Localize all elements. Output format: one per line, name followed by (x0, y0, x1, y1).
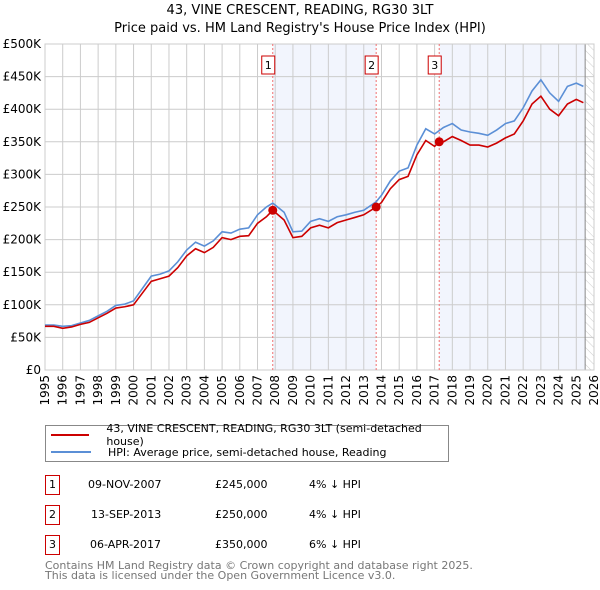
legend-label-property: 43, VINE CRESCENT, READING, RG30 3LT (se… (106, 422, 422, 448)
sale-label-box (364, 55, 379, 75)
x-tick-label: 2026 (587, 375, 600, 406)
transaction-number: 1 (45, 475, 60, 495)
y-tick-label: £400K (3, 102, 43, 116)
x-tick-label: 2016 (410, 375, 424, 406)
x-tick-label: 2012 (339, 375, 353, 406)
x-tick-label: 2005 (215, 375, 229, 406)
y-tick-label: £0 (26, 363, 41, 377)
x-tick-label: 1997 (73, 375, 87, 406)
x-tick-label: 2015 (392, 375, 406, 406)
transaction-hpi-delta: 4% ↓ HPI (309, 478, 361, 491)
transaction-date: 06-APR-2017 (90, 538, 162, 551)
sale-label-box (427, 55, 442, 75)
x-tick-label: 2021 (498, 375, 512, 406)
x-tick-label: 2001 (144, 375, 158, 406)
y-tick-label: £150K (3, 265, 43, 279)
chart-subtitle: Price paid vs. HM Land Registry's House … (114, 21, 486, 36)
x-tick-label: 2023 (534, 375, 548, 406)
y-tick-label: £100K (3, 298, 43, 312)
transaction-price: £245,000 (215, 478, 268, 491)
x-tick-label: 1999 (109, 375, 123, 406)
plot-border (44, 43, 595, 371)
transaction-number: 2 (45, 505, 60, 525)
legend-item-property: 43, VINE CRESCENT, READING, RG30 3LT (se… (46, 422, 448, 448)
y-tick-label: £200K (3, 233, 43, 247)
transaction-price: £250,000 (215, 508, 268, 521)
price-chart: £0 £50K £100K £150K £200K £250K £300K £350K £400… (3, 37, 600, 406)
hpi-line (45, 78, 584, 328)
x-tick-label: 2010 (304, 375, 318, 406)
x-tick-label: 2000 (127, 375, 141, 406)
y-tick-label: £50K (10, 330, 42, 344)
x-tick-label: 2024 (552, 375, 566, 406)
x-tick-label: 2009 (286, 375, 300, 406)
x-tick-label: 2014 (374, 375, 388, 406)
x-tick-label: 2020 (481, 375, 495, 406)
x-tick-label: 2013 (357, 375, 371, 406)
x-tick-label: 1998 (91, 375, 105, 406)
y-tick-label: £300K (3, 167, 43, 181)
x-tick-label: 2019 (463, 375, 477, 406)
y-tick-label: £250K (3, 200, 43, 214)
legend: 43, VINE CRESCENT, READING, RG30 3LT (se… (45, 422, 449, 462)
property-price-line (45, 94, 584, 330)
sale-point (268, 205, 278, 215)
legend-label-hpi: HPI: Average price, semi-detached house,… (108, 445, 387, 459)
transaction-date: 09-NOV-2007 (88, 478, 162, 491)
x-tick-label: 2022 (516, 375, 530, 406)
transaction-price: £350,000 (215, 538, 268, 551)
y-tick-label: £350K (3, 135, 43, 149)
legend-swatch-hpi (51, 451, 91, 453)
transaction-date: 13-SEP-2013 (91, 508, 162, 521)
footer-copyright: Contains HM Land Registry data © Crown c… (45, 559, 473, 572)
x-tick-label: 1995 (38, 375, 52, 406)
legend-swatch-property (51, 434, 90, 436)
x-tick-label: 2002 (162, 375, 176, 406)
transaction-hpi-delta: 4% ↓ HPI (309, 508, 361, 521)
transaction-number: 3 (45, 535, 60, 555)
x-tick-label: 2007 (251, 375, 265, 406)
x-tick-label: 2006 (233, 375, 247, 406)
chart-title: 43, VINE CRESCENT, READING, RG30 3LT (166, 3, 434, 18)
y-tick-label: £450K (3, 70, 43, 84)
x-tick-label: 2004 (197, 375, 211, 406)
sale-point (434, 137, 444, 147)
x-tick-label: 2025 (569, 375, 583, 406)
sale-label: 2 (368, 59, 375, 72)
sale-label: 1 (265, 59, 272, 72)
x-tick-label: 2011 (321, 375, 335, 406)
x-tick-label: 2017 (428, 375, 442, 406)
sale-label: 3 (431, 59, 438, 72)
x-tick-label: 1996 (56, 375, 70, 406)
x-tick-label: 2003 (180, 375, 194, 406)
transaction-hpi-delta: 6% ↓ HPI (309, 538, 361, 551)
x-tick-label: 2018 (445, 375, 459, 406)
legend-item-hpi: HPI: Average price, semi-detached house,… (46, 444, 387, 460)
sale-label-box (261, 55, 276, 75)
sale-point (371, 202, 381, 212)
footer-licence: This data is licensed under the Open Gov… (45, 569, 396, 582)
y-tick-label: £500K (3, 37, 43, 51)
x-tick-label: 2008 (268, 375, 282, 406)
